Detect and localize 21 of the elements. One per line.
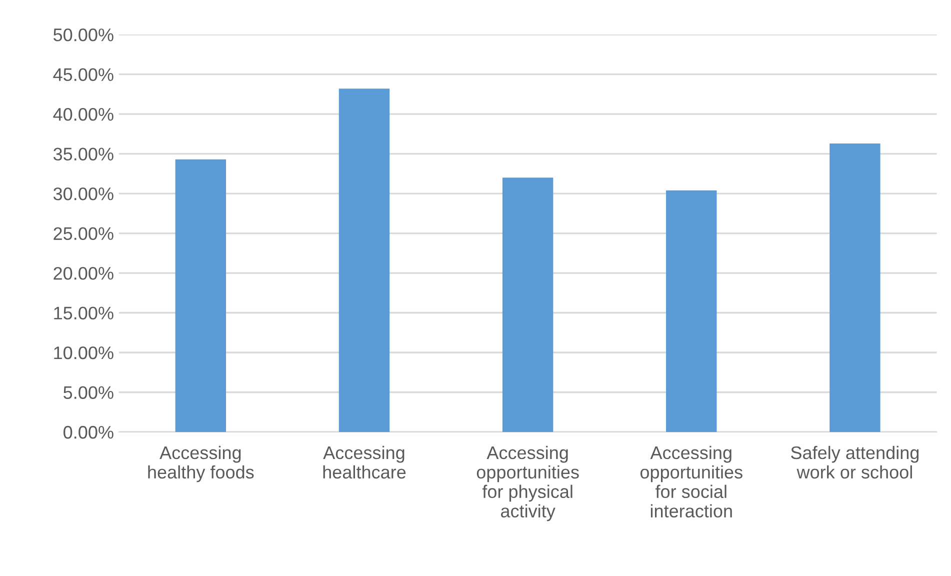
x-tick-label: Safely attending work or school (791, 446, 919, 479)
x-tick-label: Accessing opportunities for physical activity (476, 446, 579, 522)
x-tick-label: Accessing healthy foods (148, 446, 254, 482)
y-tick-label: 40.00% (53, 108, 114, 121)
bar (830, 143, 880, 432)
y-tick-label: 10.00% (54, 346, 114, 360)
bar (666, 190, 717, 432)
x-tick-label: Accessing healthcare (323, 446, 406, 479)
y-tick-label: 25.00% (54, 227, 114, 240)
y-tick-label: 0.00% (64, 426, 114, 439)
y-tick-label: 15.00% (54, 306, 114, 320)
y-tick-label: 35.00% (53, 148, 114, 161)
y-tick-label: 5.00% (64, 386, 114, 399)
x-tick-label: Accessing opportunities for social interaction (640, 446, 742, 518)
y-tick-label: 50.00% (54, 28, 114, 42)
bar (338, 88, 390, 432)
bar (502, 178, 554, 432)
y-tick-label: 30.00% (53, 187, 114, 200)
bar (175, 159, 226, 432)
y-tick-label: 45.00% (53, 68, 114, 82)
y-tick-label: 20.00% (54, 266, 114, 280)
